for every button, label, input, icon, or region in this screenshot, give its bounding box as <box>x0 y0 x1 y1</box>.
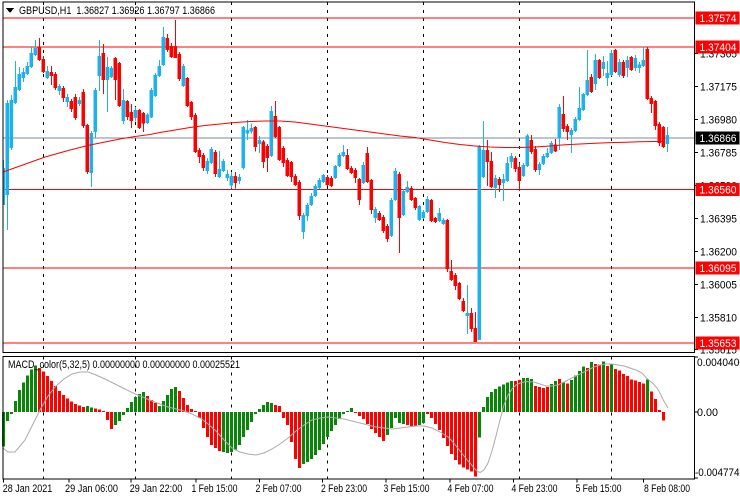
svg-text:28 Jan 2021: 28 Jan 2021 <box>3 483 53 495</box>
svg-text:-0.0047741: -0.0047741 <box>695 467 740 479</box>
svg-text:4 Feb 23:00: 4 Feb 23:00 <box>512 483 558 495</box>
svg-text:2 Feb 23:00: 2 Feb 23:00 <box>321 483 367 495</box>
svg-text:4 Feb 07:00: 4 Feb 07:00 <box>448 483 494 495</box>
svg-text:1.36980: 1.36980 <box>700 114 737 126</box>
svg-text:GBPUSD,H1 1.36827 1.36926 1.3: GBPUSD,H1 1.36827 1.36926 1.36797 1.3686… <box>19 5 215 17</box>
svg-text:29 Jan 22:00: 29 Jan 22:00 <box>130 483 183 495</box>
svg-text:MACD_color(5,32,5) 0.00000000: MACD_color(5,32,5) 0.00000000 0.00000000… <box>8 359 240 371</box>
svg-text:3 Feb 15:00: 3 Feb 15:00 <box>384 483 430 495</box>
svg-text:1.35653: 1.35653 <box>700 338 737 350</box>
svg-text:1.36866: 1.36866 <box>700 133 737 145</box>
svg-text:1.36560: 1.36560 <box>700 185 737 197</box>
svg-text:1.36005: 1.36005 <box>700 279 737 291</box>
svg-text:1.36200: 1.36200 <box>700 246 737 258</box>
svg-text:8 Feb 08:00: 8 Feb 08:00 <box>644 483 690 495</box>
svg-text:1.37404: 1.37404 <box>700 42 737 54</box>
svg-text:1.37175: 1.37175 <box>700 81 737 93</box>
svg-text:1.36395: 1.36395 <box>700 213 737 225</box>
svg-text:1 Feb 15:00: 1 Feb 15:00 <box>192 483 238 495</box>
svg-text:1.37574: 1.37574 <box>700 13 737 25</box>
svg-text:1.36095: 1.36095 <box>700 263 737 275</box>
svg-text:1.35810: 1.35810 <box>700 312 737 324</box>
svg-text:2 Feb 07:00: 2 Feb 07:00 <box>256 483 302 495</box>
svg-text:0.00: 0.00 <box>697 407 718 419</box>
svg-text:1.36785: 1.36785 <box>700 147 737 159</box>
svg-text:29 Jan 06:00: 29 Jan 06:00 <box>65 483 118 495</box>
svg-text:5 Feb 15:00: 5 Feb 15:00 <box>576 483 622 495</box>
